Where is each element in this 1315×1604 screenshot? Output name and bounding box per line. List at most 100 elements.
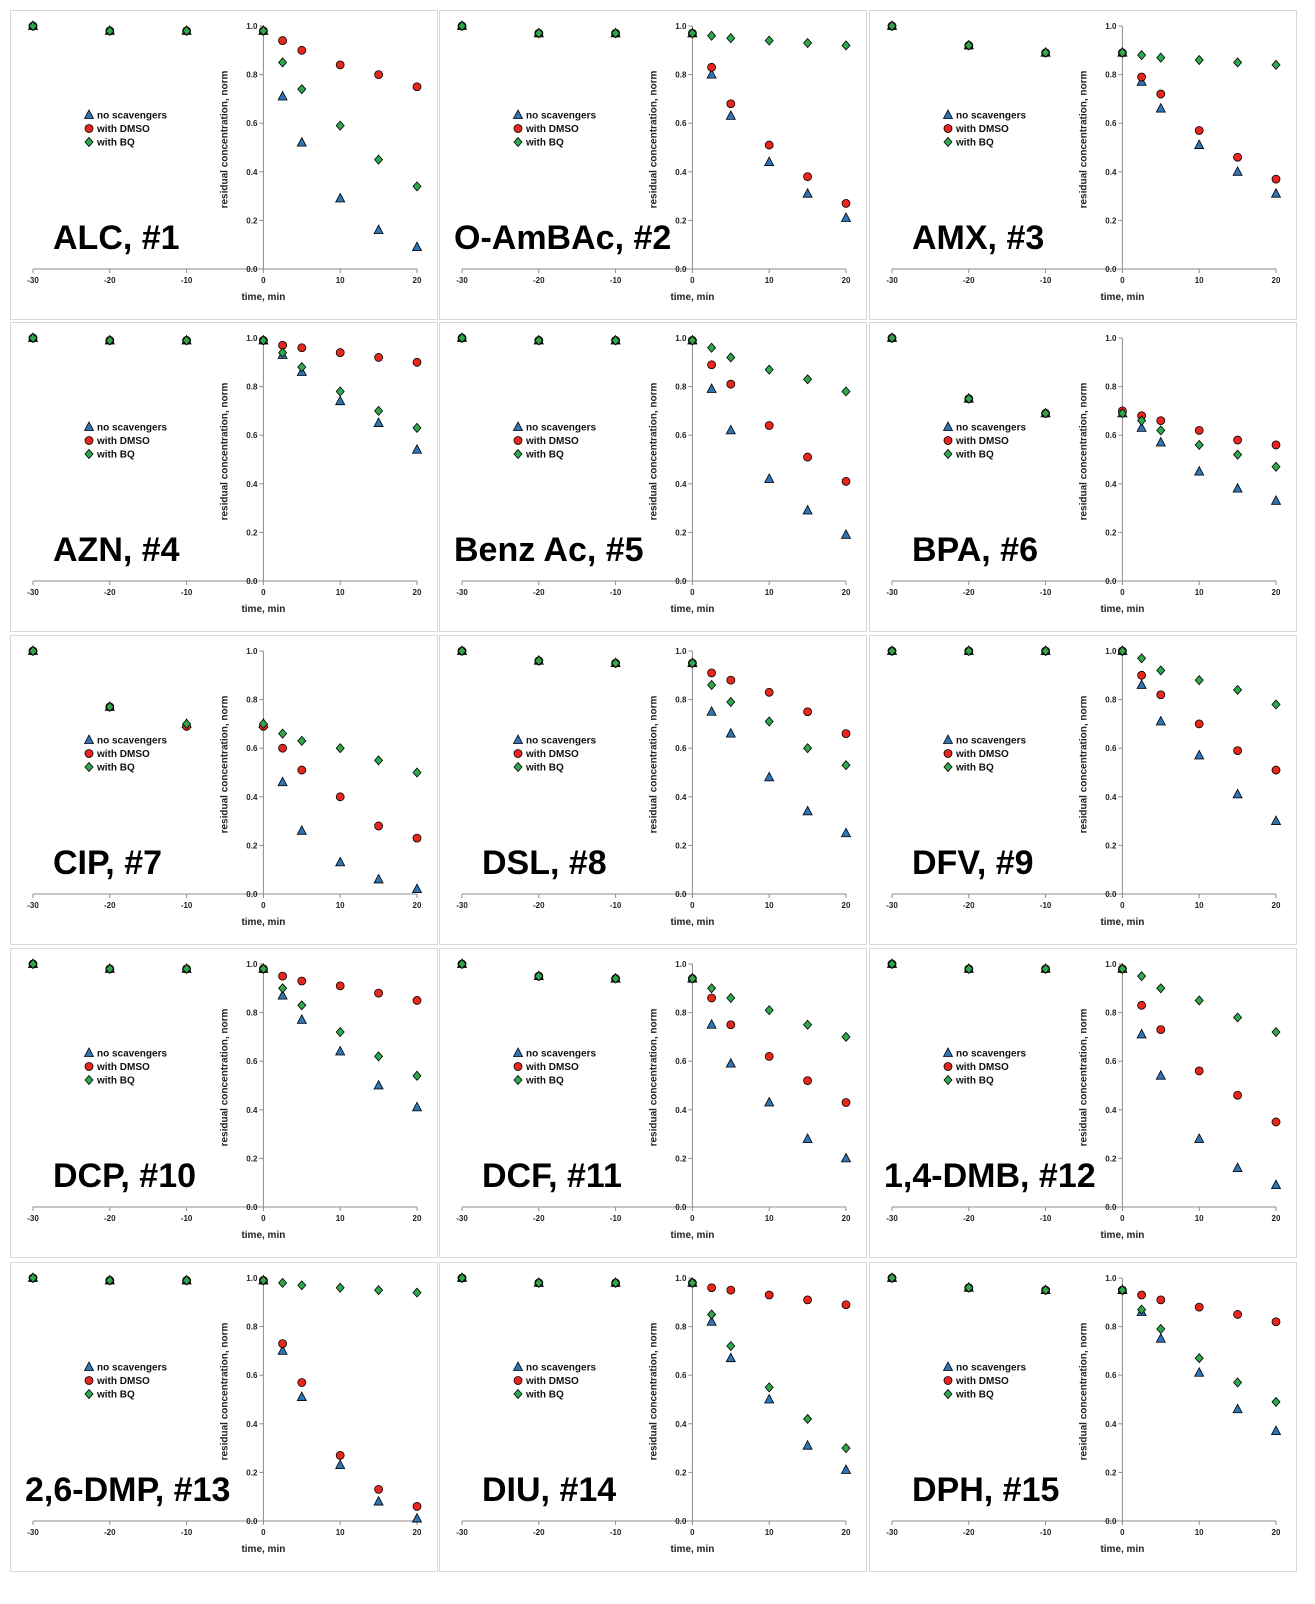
y-axis-label: residual concentration, norm bbox=[219, 70, 230, 208]
data-point bbox=[687, 658, 697, 669]
data-point bbox=[726, 1340, 736, 1352]
y-tick-label: 0.4 bbox=[675, 793, 687, 802]
data-point bbox=[726, 1285, 736, 1295]
x-tick-label: 0 bbox=[1120, 588, 1125, 597]
y-tick-label: 0.6 bbox=[1105, 1057, 1117, 1066]
legend-label: with BQ bbox=[525, 763, 564, 774]
data-point bbox=[534, 1277, 544, 1288]
data-point bbox=[1156, 1025, 1166, 1035]
x-tick-label: 10 bbox=[336, 1214, 345, 1223]
x-tick-label: 20 bbox=[1272, 901, 1281, 910]
y-tick-label: 0.2 bbox=[675, 841, 687, 850]
legend-marker bbox=[84, 749, 94, 758]
data-point bbox=[457, 332, 467, 344]
x-axis-label: time, min bbox=[1100, 292, 1144, 303]
chart-panel-4: -30 -20 -10 0 10 20 0.0 0.2 0.4 0.6 0.8 1.0 time, mi… bbox=[10, 322, 438, 632]
data-point bbox=[1232, 165, 1243, 176]
data-point bbox=[1155, 1332, 1166, 1343]
y-tick-label: 1.0 bbox=[675, 647, 687, 656]
data-point bbox=[1194, 439, 1204, 451]
x-tick-label: -10 bbox=[1040, 588, 1052, 597]
data-point bbox=[297, 976, 307, 986]
data-point bbox=[707, 30, 717, 41]
data-point bbox=[105, 701, 115, 712]
y-tick-label: 0.6 bbox=[675, 119, 687, 128]
chart-panel-10: -30 -20 -10 0 10 20 0.0 0.2 0.4 0.6 0.8 1.0 time, mi… bbox=[10, 948, 438, 1258]
x-tick-label: 20 bbox=[842, 588, 851, 597]
panel-title: DCP, #10 bbox=[53, 1157, 196, 1195]
data-point bbox=[277, 1345, 288, 1355]
data-point bbox=[726, 1020, 736, 1030]
data-point bbox=[1156, 1295, 1166, 1305]
legend: no scavengers with DMSO with BQ bbox=[83, 1361, 167, 1401]
x-tick-label: 0 bbox=[261, 901, 266, 910]
legend-label: with BQ bbox=[955, 450, 994, 461]
data-point bbox=[841, 1098, 851, 1107]
x-axis-label: time, min bbox=[670, 292, 714, 303]
legend-label: no scavengers bbox=[956, 736, 1026, 747]
y-axis-label: residual concentration, norm bbox=[648, 382, 659, 520]
data-point bbox=[335, 120, 345, 131]
data-point bbox=[840, 1152, 852, 1163]
x-tick-label: 20 bbox=[1272, 276, 1281, 285]
data-point bbox=[611, 28, 621, 39]
data-point bbox=[803, 1295, 813, 1305]
legend-label: with DMSO bbox=[525, 124, 579, 135]
x-tick-label: -10 bbox=[181, 276, 193, 285]
y-tick-label: 0.4 bbox=[675, 480, 687, 489]
data-point bbox=[1117, 645, 1127, 657]
y-tick-label: 0.2 bbox=[246, 1468, 258, 1477]
y-axis-label: residual concentration, norm bbox=[1078, 1008, 1089, 1146]
y-tick-label: 1.0 bbox=[1105, 960, 1117, 969]
x-tick-label: 10 bbox=[765, 1528, 774, 1537]
data-point bbox=[278, 1339, 288, 1349]
data-point bbox=[726, 675, 736, 685]
data-point bbox=[707, 62, 717, 72]
panel-title: DSL, #8 bbox=[482, 844, 607, 882]
y-axis-label: residual concentration, norm bbox=[648, 1008, 659, 1146]
data-point bbox=[707, 668, 717, 678]
y-tick-label: 0.4 bbox=[675, 1420, 687, 1429]
legend-label: with BQ bbox=[525, 138, 564, 149]
panel-title: AMX, #3 bbox=[912, 219, 1044, 257]
data-point bbox=[374, 988, 384, 998]
data-point bbox=[726, 99, 736, 109]
data-point bbox=[1041, 963, 1051, 974]
data-point bbox=[258, 25, 268, 36]
legend-marker bbox=[513, 436, 523, 445]
data-point bbox=[335, 348, 345, 357]
data-point bbox=[182, 963, 192, 974]
legend-marker bbox=[942, 109, 954, 119]
y-tick-label: 0.6 bbox=[1105, 744, 1117, 753]
legend-label: with BQ bbox=[96, 138, 135, 149]
x-axis-label: time, min bbox=[1100, 1544, 1144, 1555]
data-point bbox=[1117, 47, 1127, 58]
data-point bbox=[802, 1133, 813, 1143]
legend-label: no scavengers bbox=[97, 111, 167, 122]
legend-label: with DMSO bbox=[525, 1376, 579, 1387]
legend: no scavengers with DMSO with BQ bbox=[942, 734, 1026, 774]
legend-marker bbox=[943, 761, 953, 773]
data-point bbox=[764, 687, 774, 697]
x-axis-label: time, min bbox=[1100, 604, 1144, 615]
data-point bbox=[1137, 670, 1147, 680]
y-tick-label: 0.8 bbox=[1105, 1009, 1117, 1018]
panel-title: AZN, #4 bbox=[53, 531, 180, 569]
data-point bbox=[258, 335, 268, 346]
data-point bbox=[373, 873, 384, 884]
x-tick-label: -20 bbox=[963, 1214, 975, 1223]
series-with-bq bbox=[457, 332, 851, 397]
data-point bbox=[335, 792, 345, 802]
legend-marker bbox=[942, 734, 954, 744]
chart-panel-6: -30 -20 -10 0 10 20 0.0 0.2 0.4 0.6 0.8 1.0 time, mi… bbox=[869, 322, 1297, 632]
y-tick-label: 0.8 bbox=[1105, 1323, 1117, 1332]
legend-label: with BQ bbox=[525, 450, 564, 461]
x-tick-label: -20 bbox=[533, 1214, 545, 1223]
x-axis-label: time, min bbox=[1100, 917, 1144, 928]
data-point bbox=[411, 1101, 423, 1112]
data-point bbox=[611, 658, 621, 669]
data-point bbox=[28, 20, 38, 32]
data-point bbox=[335, 1045, 346, 1056]
legend-marker bbox=[84, 1388, 94, 1400]
data-point bbox=[457, 645, 467, 657]
